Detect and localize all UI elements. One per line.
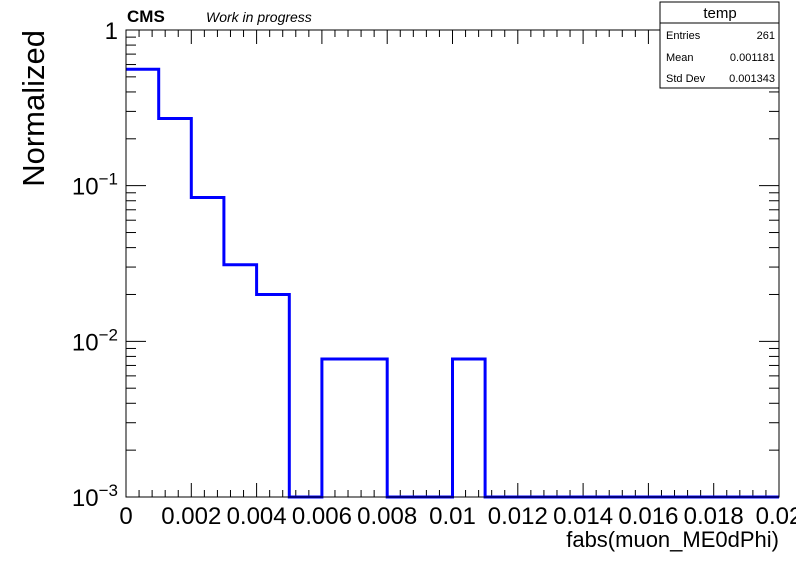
x-tick-label: 0.01 <box>429 503 476 530</box>
histogram-line <box>126 67 779 499</box>
histogram-series <box>126 67 779 499</box>
x-tick-label: 0.002 <box>161 503 221 530</box>
stats-entries-value: 261 <box>757 30 775 42</box>
status-label: Work in progress <box>206 9 312 25</box>
x-axis-title: fabs(muon_ME0dPhi) <box>566 527 779 552</box>
stats-box: temp Entries 261 Mean 0.001181 Std Dev 0… <box>659 1 780 89</box>
stats-stddev-value: 0.001343 <box>729 73 775 85</box>
x-tick-label: 0.006 <box>292 503 352 530</box>
experiment-label: CMS <box>127 7 165 26</box>
stats-mean-value: 0.001181 <box>730 52 775 64</box>
stats-box-title: temp <box>703 5 736 22</box>
stats-mean-label: Mean <box>666 52 694 64</box>
stats-box-frame <box>659 1 780 89</box>
y-tick-label: 10−2 <box>72 325 118 356</box>
x-tick-label: 0.016 <box>618 503 678 530</box>
stats-stddev-label: Std Dev <box>666 73 706 85</box>
x-tick-label: 0.018 <box>684 503 744 530</box>
y-tick-label: 10−1 <box>72 170 118 201</box>
x-tick-label: 0.02 <box>756 503 796 530</box>
plot-frame <box>125 29 780 498</box>
x-tick-labels: 0 0.002 0.004 0.006 0.008 0.01 0.012 0.014 0.016… <box>119 503 796 530</box>
x-tick-label: 0.004 <box>227 503 287 530</box>
stats-entries-label: Entries <box>666 30 701 42</box>
x-tick-label: 0 <box>119 503 132 530</box>
y-tick-label: 1 <box>105 18 118 45</box>
y-tick-label: 10−3 <box>72 481 118 512</box>
y-tick-labels: 1 10−1 10−2 10−3 <box>72 18 118 512</box>
x-tick-label: 0.012 <box>488 503 548 530</box>
y-axis-title: Normalized <box>16 30 51 187</box>
x-tick-label: 0.014 <box>553 503 613 530</box>
x-tick-label: 0.008 <box>357 503 417 530</box>
